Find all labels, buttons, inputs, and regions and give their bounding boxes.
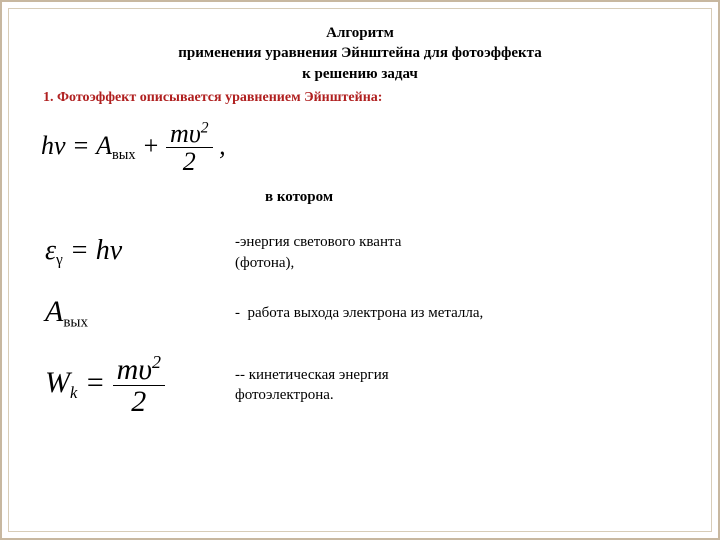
section-heading: 1. Фотоэффект описывается уравнением Эйн… <box>43 90 685 106</box>
kinetic-energy-formula: Wk = mυ2 2 <box>35 353 235 418</box>
definition-text-1: -энергия светового кванта (фотона), <box>235 232 401 273</box>
work-function-formula: Aвых <box>35 295 235 331</box>
title-line-1: Алгоритм <box>35 23 685 43</box>
main-equation-row: hν = Aвых + mυ2 2 , <box>35 120 685 176</box>
photon-energy-formula: εγ = hν <box>35 235 235 269</box>
slide-frame: Алгоритм применения уравнения Эйнштейна … <box>8 8 712 532</box>
definition-text-2: - работа выхода электрона из металла, <box>235 303 483 323</box>
definition-row-1: εγ = hν -энергия светового кванта (фотон… <box>35 232 685 273</box>
title-line-2: применения уравнения Эйнштейна для фотоэ… <box>35 43 685 63</box>
title-block: Алгоритм применения уравнения Эйнштейна … <box>35 23 685 84</box>
definition-row-2: Aвых - работа выхода электрона из металл… <box>35 295 685 331</box>
title-line-3: к решению задач <box>35 64 685 84</box>
definition-text-3: -- кинетическая энергия фотоэлектрона. <box>235 365 389 406</box>
in-which-label: в котором <box>265 189 685 206</box>
definition-row-3: Wk = mυ2 2 -- кинетическая энергия фотоэ… <box>35 353 685 418</box>
einstein-equation: hν = Aвых + mυ2 2 , <box>41 120 226 176</box>
